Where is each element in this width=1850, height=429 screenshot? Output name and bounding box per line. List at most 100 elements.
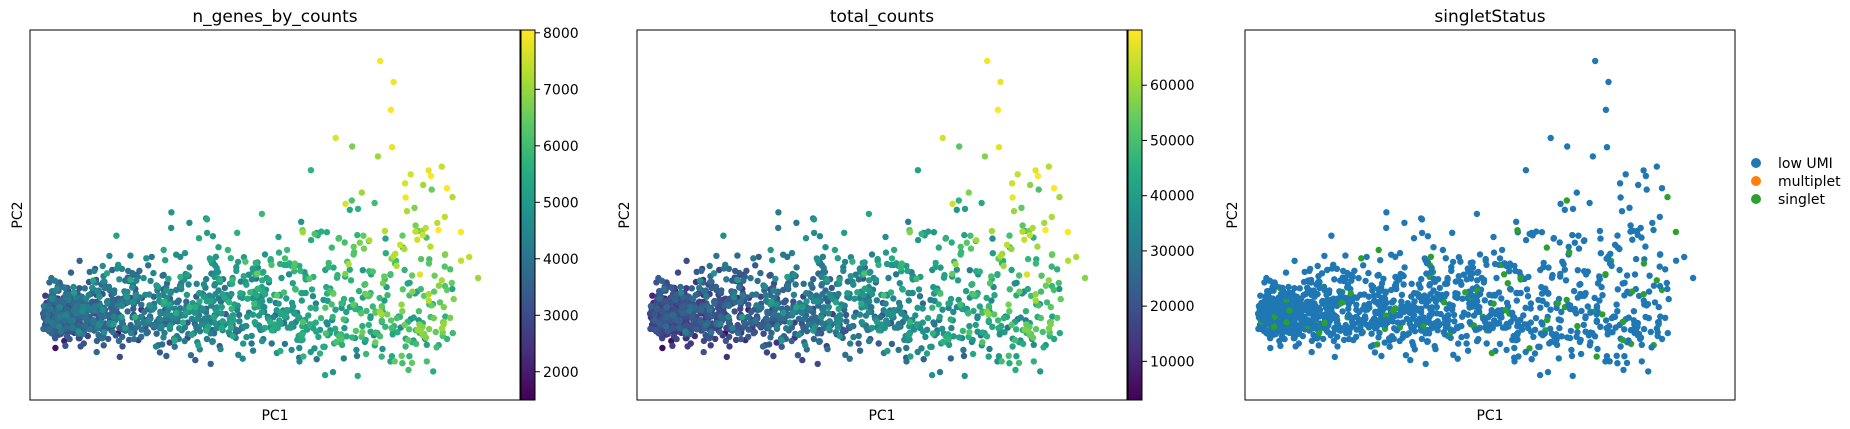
- scatter-point: [1396, 249, 1404, 257]
- scatter-point: [1263, 301, 1270, 308]
- scatter-point: [716, 266, 723, 274]
- scatter-point: [1035, 302, 1042, 309]
- scatter-point: [970, 291, 977, 298]
- scatter-point: [1574, 322, 1581, 330]
- scatter-point: [1328, 311, 1335, 318]
- scatter-point: [196, 328, 204, 335]
- scatter-point: [1616, 266, 1623, 274]
- scatter-point: [407, 171, 414, 178]
- scatter-point: [425, 167, 432, 174]
- colorbar-tick-label: 8000: [543, 26, 579, 42]
- scatter-point: [736, 299, 744, 306]
- scatter-point: [843, 318, 850, 325]
- scatter-point: [249, 265, 256, 272]
- scatter-point: [851, 313, 858, 320]
- scatter-point: [1528, 229, 1535, 237]
- scatter-point: [942, 235, 949, 242]
- scatter-point: [328, 244, 335, 251]
- scatter-point: [1396, 337, 1403, 345]
- scatter-point: [707, 342, 714, 349]
- scatter-point: [199, 305, 207, 312]
- scatter-point: [1552, 331, 1560, 338]
- scatter-point: [376, 333, 384, 340]
- scatter-point: [1608, 314, 1616, 322]
- scatter-point: [1483, 261, 1490, 269]
- scatter-point: [1614, 308, 1621, 315]
- scatter-point: [1486, 291, 1493, 298]
- scatter-point: [239, 355, 246, 362]
- scatter-point: [360, 232, 367, 239]
- scatter-point: [352, 327, 360, 335]
- scatter-point: [828, 284, 835, 292]
- scatter-point: [1403, 315, 1411, 322]
- scatter-point: [1443, 305, 1450, 313]
- scatter-point: [1420, 314, 1427, 321]
- scatter-point: [995, 353, 1003, 360]
- scatter-point: [1672, 257, 1680, 264]
- scatter-point: [747, 319, 754, 326]
- scatter-point: [691, 332, 698, 340]
- scatter-point: [423, 358, 430, 365]
- scatter-point: [399, 360, 406, 367]
- scatter-point: [378, 303, 386, 310]
- scatter-point: [1298, 315, 1306, 322]
- scatter-point: [1345, 335, 1353, 343]
- scatter-point: [748, 308, 755, 315]
- scatter-point: [70, 289, 78, 296]
- scatter-point: [1009, 343, 1016, 350]
- scatter-point: [356, 239, 363, 246]
- scatter-point: [1653, 163, 1661, 170]
- colorbar-tick-label: 4000: [543, 252, 579, 268]
- scatter-point: [449, 285, 456, 293]
- scatter-point: [769, 257, 776, 264]
- scatter-point: [969, 280, 976, 288]
- scatter-point: [1034, 243, 1041, 250]
- scatter-point: [384, 311, 391, 318]
- scatter-point: [1515, 353, 1522, 360]
- scatter-point: [188, 331, 195, 338]
- scatter-point: [855, 276, 862, 283]
- scatter-point: [404, 336, 412, 344]
- scatter-point: [679, 310, 687, 317]
- scatter-point: [767, 246, 774, 254]
- scatter-point: [93, 337, 101, 345]
- scatter-point: [948, 324, 955, 332]
- scatter-point: [332, 134, 339, 142]
- scatter-point: [1594, 280, 1602, 287]
- scatter-point: [268, 327, 276, 334]
- scatter-point: [1306, 265, 1314, 273]
- scatter-point: [196, 289, 203, 297]
- scatter-point: [841, 258, 849, 266]
- scatter-point: [793, 219, 800, 226]
- scatter-point: [1622, 171, 1629, 178]
- scatter-point: [883, 317, 890, 324]
- scatter-point: [1547, 325, 1554, 332]
- scatter-point: [1337, 299, 1345, 307]
- scatter-point: [816, 338, 823, 345]
- scatter-point: [381, 273, 388, 280]
- scatter-point: [69, 324, 76, 332]
- scatter-point: [138, 326, 145, 333]
- scatter-point: [803, 298, 810, 305]
- scatter-point: [402, 343, 409, 350]
- scatter-point: [1649, 219, 1656, 227]
- scatter-point: [1428, 304, 1436, 311]
- scatter-point: [65, 296, 72, 304]
- scatter-point: [1586, 199, 1593, 207]
- scatter-point: [207, 257, 214, 264]
- scatter-point: [427, 243, 434, 250]
- scatter-point: [49, 295, 56, 302]
- scatter-point: [647, 302, 655, 310]
- scatter-point: [277, 347, 284, 355]
- scatter-point: [1410, 342, 1417, 349]
- scatter-point: [54, 285, 61, 293]
- scatter-point: [168, 224, 175, 232]
- scatter-point: [414, 236, 421, 243]
- scatter-point: [299, 318, 307, 326]
- scatter-point: [1602, 106, 1610, 114]
- scatter-point: [1472, 326, 1479, 334]
- scatter-point: [920, 328, 927, 335]
- scatter-point: [1563, 197, 1571, 204]
- scatter-point: [1267, 344, 1274, 352]
- scatter-point: [1428, 264, 1435, 272]
